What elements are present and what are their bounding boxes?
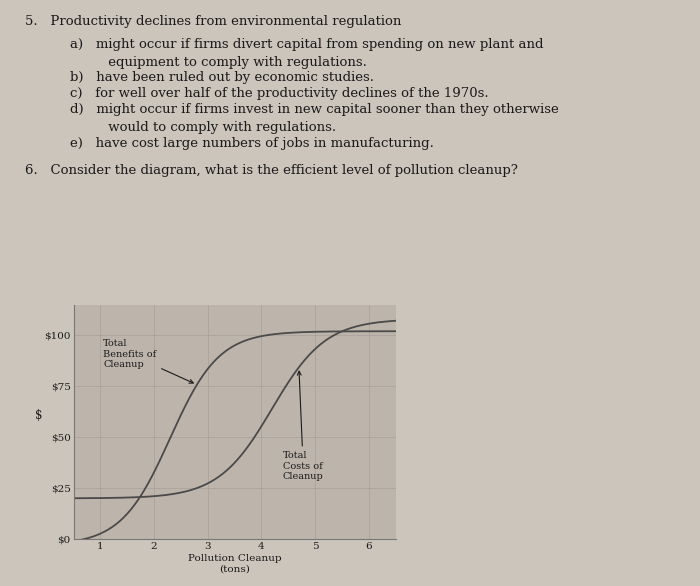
Text: e)   have cost large numbers of jobs in manufacturing.: e) have cost large numbers of jobs in ma… — [70, 137, 434, 149]
Text: Total
Costs of
Cleanup: Total Costs of Cleanup — [283, 372, 323, 481]
Text: 6.   Consider the diagram, what is the efficient level of pollution cleanup?: 6. Consider the diagram, what is the eff… — [25, 164, 517, 177]
Text: a)   might occur if firms divert capital from spending on new plant and: a) might occur if firms divert capital f… — [70, 38, 543, 51]
Text: b)   have been ruled out by economic studies.: b) have been ruled out by economic studi… — [70, 71, 374, 84]
Text: 5.   Productivity declines from environmental regulation: 5. Productivity declines from environmen… — [25, 15, 401, 28]
Text: Total
Benefits of
Cleanup: Total Benefits of Cleanup — [103, 339, 193, 383]
Text: d)   might occur if firms invest in new capital sooner than they otherwise: d) might occur if firms invest in new ca… — [70, 103, 559, 116]
Text: would to comply with regulations.: would to comply with regulations. — [70, 121, 336, 134]
Text: c)   for well over half of the productivity declines of the 1970s.: c) for well over half of the productivit… — [70, 87, 489, 100]
Text: equipment to comply with regulations.: equipment to comply with regulations. — [70, 56, 367, 69]
Y-axis label: $: $ — [35, 409, 43, 422]
X-axis label: Pollution Cleanup
(tons): Pollution Cleanup (tons) — [188, 554, 281, 573]
